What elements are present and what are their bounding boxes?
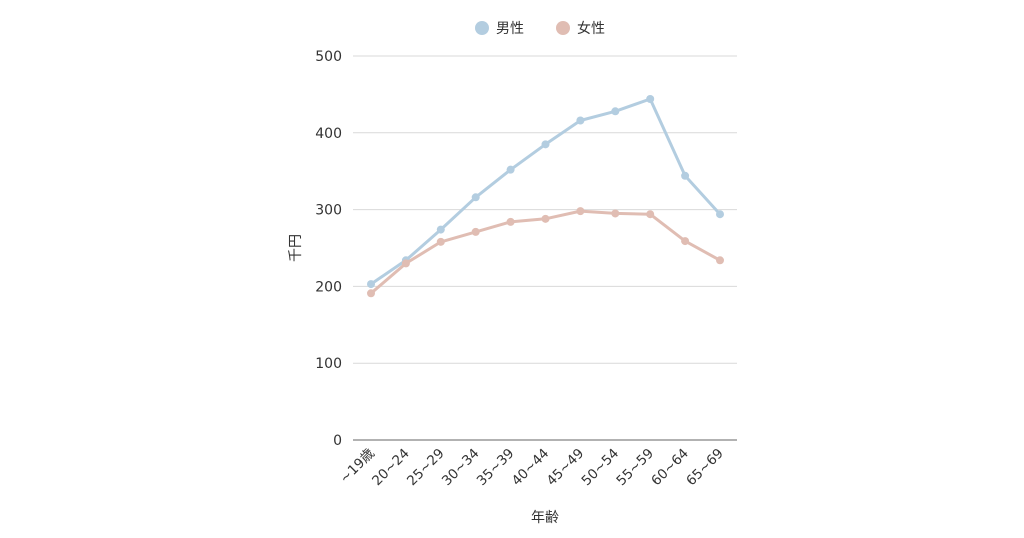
data-point — [576, 207, 585, 216]
y-tick-label: 300 — [315, 203, 342, 219]
x-tick-label: 35~39 — [474, 446, 518, 490]
series-line — [369, 97, 722, 286]
y-tick-label: 100 — [315, 356, 342, 372]
data-point — [436, 225, 445, 234]
data-point — [681, 171, 690, 180]
data-point — [646, 210, 655, 219]
y-axis-ticks: 0 100 200 300 400 500 — [315, 49, 342, 449]
data-point — [471, 227, 480, 236]
x-tick-label: 45~49 — [544, 446, 588, 490]
data-point — [646, 95, 655, 104]
x-axis-ticks: ~19歳20~2425~2930~3435~3940~4445~4950~545… — [337, 445, 727, 489]
y-tick-label: 400 — [315, 126, 342, 142]
x-tick-label: 20~24 — [369, 446, 413, 490]
legend-label: 男性 — [496, 21, 524, 37]
x-tick-label: 55~59 — [613, 446, 657, 490]
data-point — [506, 165, 515, 174]
data-point — [576, 116, 585, 125]
x-axis-title: 年齢 — [531, 510, 559, 526]
x-tick-label: 50~54 — [579, 446, 623, 490]
legend: 男性 女性 — [475, 20, 605, 37]
data-point — [541, 140, 550, 149]
legend-marker — [556, 21, 570, 35]
legend-item: 女性 — [556, 20, 605, 37]
series-layer — [367, 95, 724, 298]
data-point — [471, 193, 480, 202]
x-tick-label: 60~64 — [648, 446, 692, 490]
y-tick-label: 200 — [315, 279, 342, 295]
data-point — [401, 259, 410, 268]
legend-item: 男性 — [475, 21, 524, 37]
data-point — [681, 237, 690, 246]
data-point — [716, 210, 724, 219]
data-point — [367, 289, 375, 298]
data-point — [541, 214, 550, 223]
data-point — [716, 256, 724, 265]
y-axis-title: 千円 — [288, 234, 304, 262]
legend-label: 女性 — [577, 20, 605, 37]
grid-lines — [353, 55, 737, 364]
x-tick-label: 40~44 — [509, 446, 553, 490]
data-point — [506, 217, 515, 226]
data-point — [436, 237, 445, 246]
series-1 — [367, 207, 724, 298]
series-line — [369, 209, 722, 295]
data-point — [611, 107, 620, 116]
x-tick-label: 25~29 — [404, 446, 448, 490]
series-0 — [367, 95, 724, 289]
y-tick-label: 0 — [333, 433, 342, 449]
x-tick-label: 30~34 — [439, 446, 483, 490]
y-tick-label: 500 — [315, 49, 342, 65]
x-tick-label: 65~69 — [683, 446, 727, 490]
data-point — [367, 280, 375, 289]
data-point — [611, 209, 620, 218]
legend-marker — [475, 21, 489, 35]
